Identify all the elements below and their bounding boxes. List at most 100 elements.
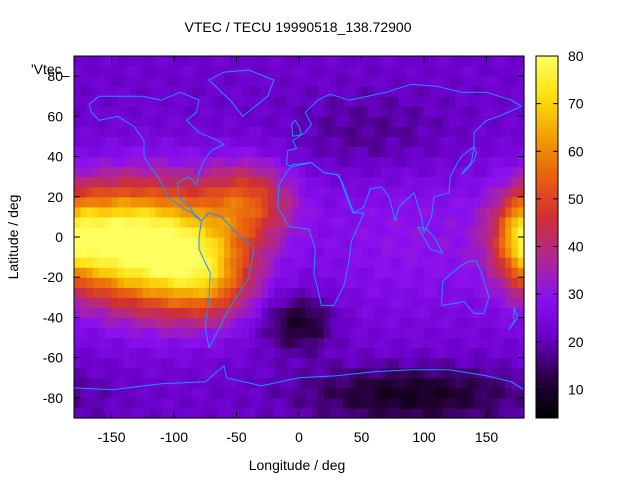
heatmap-cell — [449, 367, 456, 379]
heatmap-cell — [449, 136, 456, 148]
heatmap-cell — [499, 216, 506, 228]
heatmap-cell — [124, 297, 131, 308]
heatmap-cell — [236, 237, 244, 248]
heatmap-cell — [292, 237, 300, 248]
heatmap-cell — [342, 216, 350, 228]
heatmap-cell — [149, 317, 156, 329]
heatmap-cell — [155, 66, 163, 77]
heatmap-cell — [330, 307, 338, 319]
y-tick-label: -20 — [43, 269, 63, 285]
heatmap-cell — [86, 267, 94, 278]
heatmap-cell — [361, 277, 369, 288]
heatmap-cell — [230, 216, 238, 228]
heatmap-cell — [511, 247, 519, 258]
heatmap-cell — [299, 86, 306, 97]
heatmap-cell — [186, 126, 194, 138]
heatmap-cell — [455, 277, 463, 288]
heatmap-cell — [424, 287, 431, 298]
heatmap-cell — [199, 186, 206, 198]
heatmap-cell — [236, 96, 244, 107]
heatmap-cell — [342, 257, 350, 268]
heatmap-cell — [417, 156, 425, 168]
heatmap-cell — [380, 226, 388, 238]
heatmap-cell — [399, 166, 406, 178]
heatmap-cell — [230, 146, 238, 158]
heatmap-cell — [224, 327, 231, 339]
heatmap-cell — [467, 196, 475, 208]
heatmap-cell — [467, 257, 475, 268]
heatmap-cell — [230, 367, 238, 379]
heatmap-cell — [380, 126, 388, 138]
heatmap-cell — [411, 397, 419, 409]
heatmap-cell — [124, 156, 131, 168]
heatmap-cell — [142, 237, 150, 248]
heatmap-cell — [211, 176, 219, 188]
heatmap-cell — [99, 327, 106, 339]
heatmap-cell — [155, 56, 163, 67]
heatmap-cell — [330, 287, 338, 298]
heatmap-cell — [405, 337, 413, 349]
heatmap-cell — [142, 287, 150, 298]
heatmap-cell — [424, 76, 431, 87]
heatmap-cell — [261, 367, 269, 379]
heatmap-cell — [274, 327, 281, 339]
heatmap-cell — [474, 367, 481, 379]
heatmap-cell — [80, 136, 88, 148]
heatmap-cell — [186, 196, 194, 208]
heatmap-cell — [111, 196, 119, 208]
heatmap-cell — [392, 247, 400, 258]
heatmap-cell — [186, 367, 194, 379]
heatmap-cell — [355, 297, 363, 308]
heatmap-cell — [461, 367, 469, 379]
heatmap-cell — [505, 407, 513, 419]
heatmap-cell — [105, 156, 113, 168]
heatmap-cell — [349, 216, 356, 228]
heatmap-cell — [211, 96, 219, 107]
heatmap-cell — [349, 136, 356, 148]
heatmap-cell — [424, 387, 431, 399]
heatmap-cell — [217, 317, 225, 329]
heatmap-cell — [480, 136, 488, 148]
heatmap-cell — [211, 377, 219, 389]
heatmap-cell — [305, 327, 313, 339]
heatmap-cell — [355, 186, 363, 198]
heatmap-cell — [161, 206, 169, 218]
heatmap-cell — [86, 66, 94, 77]
heatmap-cell — [180, 96, 188, 107]
heatmap-cell — [411, 347, 419, 359]
heatmap-cell — [430, 317, 438, 329]
heatmap-cell — [342, 226, 350, 238]
heatmap-cell — [430, 277, 438, 288]
heatmap-cell — [355, 116, 363, 127]
heatmap-cell — [436, 357, 444, 369]
heatmap-cell — [324, 176, 331, 188]
heatmap-cell — [411, 377, 419, 389]
heatmap-cell — [311, 106, 319, 117]
heatmap-cell — [330, 357, 338, 369]
heatmap-cell — [124, 337, 131, 349]
heatmap-cell — [267, 66, 275, 77]
heatmap-cell — [324, 267, 331, 278]
heatmap-cell — [380, 337, 388, 349]
heatmap-cell — [261, 357, 269, 369]
heatmap-cell — [111, 247, 119, 258]
heatmap-cell — [342, 96, 350, 107]
heatmap-cell — [161, 237, 169, 248]
heatmap-cell — [224, 247, 231, 258]
heatmap-cell — [105, 166, 113, 178]
heatmap-cell — [230, 126, 238, 138]
heatmap-cell — [211, 237, 219, 248]
heatmap-cell — [292, 66, 300, 77]
heatmap-cell — [424, 166, 431, 178]
heatmap-cell — [517, 166, 525, 178]
heatmap-cell — [349, 96, 356, 107]
heatmap-cell — [361, 357, 369, 369]
heatmap-cell — [99, 317, 106, 329]
heatmap-cell — [267, 206, 275, 218]
heatmap-cell — [242, 176, 250, 188]
heatmap-cell — [92, 277, 100, 288]
heatmap-cell — [424, 126, 431, 138]
heatmap-cell — [324, 287, 331, 298]
heatmap-cell — [142, 86, 150, 97]
heatmap-cell — [492, 56, 500, 67]
